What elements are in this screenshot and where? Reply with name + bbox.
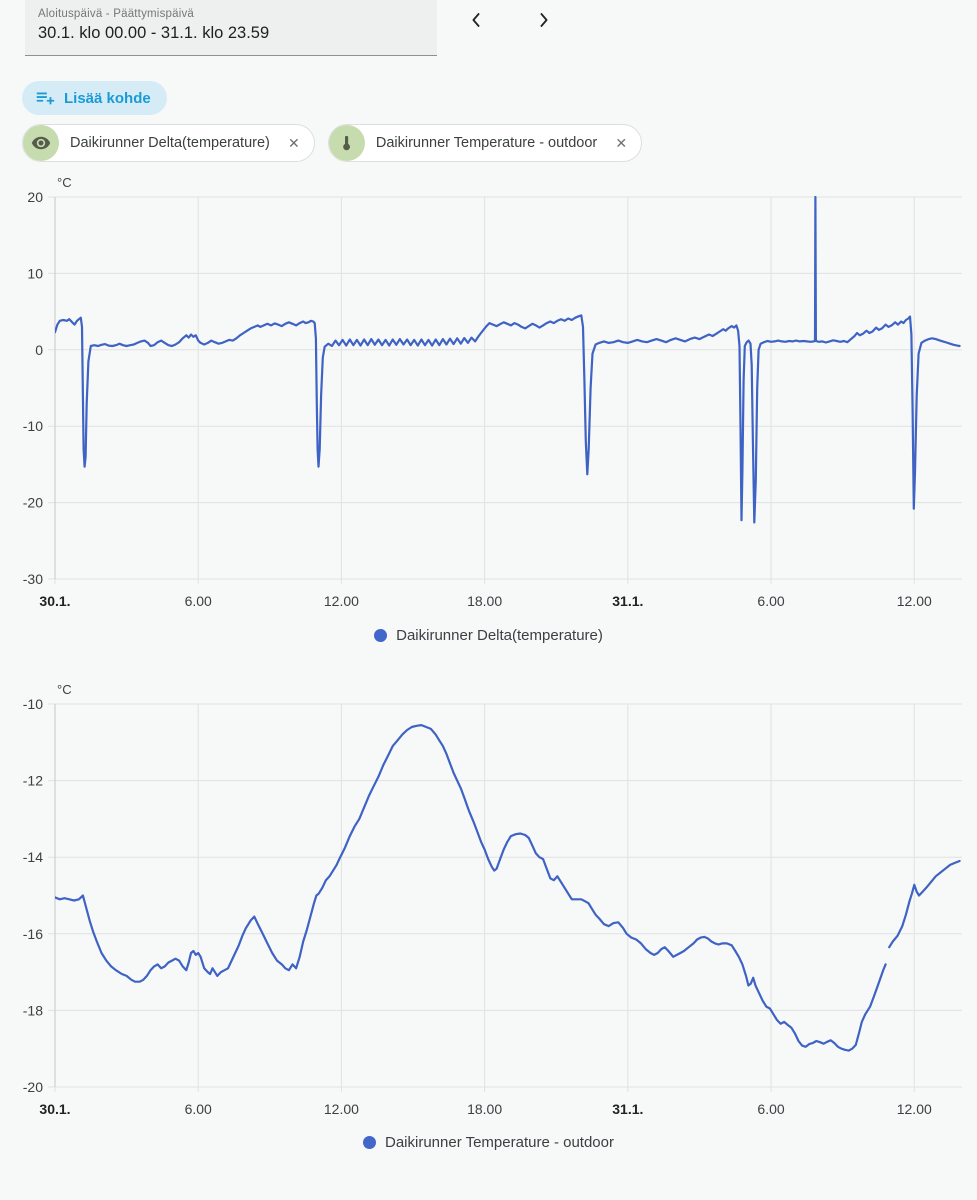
delta-temperature-chart: 20 10 0 -10 -20 -30 30.1. 6.00 12.00 18.00 31.1. 6.… [23, 175, 962, 609]
chip-label: Daikirunner Temperature - outdoor [375, 135, 598, 151]
svg-text:12.00: 12.00 [324, 593, 359, 609]
legend-label: Daikirunner Delta(temperature) [396, 626, 603, 644]
svg-text:6.00: 6.00 [757, 1101, 784, 1117]
svg-text:12.00: 12.00 [897, 593, 932, 609]
outdoor-temperature-chart-section: -10 -12 -14 -16 -18 -20 30.1. 6.00 12.00 18.00 31.… [0, 676, 977, 1153]
svg-text:-18: -18 [23, 1002, 43, 1018]
legend-label: Daikirunner Temperature - outdoor [384, 1133, 614, 1151]
header: Aloituspäivä - Päättymispäivä 30.1. klo … [0, 0, 977, 57]
next-period-button[interactable] [524, 1, 564, 41]
add-target-button[interactable]: Lisää kohde [22, 81, 167, 115]
svg-text:-16: -16 [23, 926, 43, 942]
svg-text:12.00: 12.00 [324, 1101, 359, 1117]
chip-outdoor-temperature[interactable]: Daikirunner Temperature - outdoor ✕ [327, 124, 643, 162]
add-target-label: Lisää kohde [64, 89, 151, 107]
svg-text:18.00: 18.00 [467, 1101, 502, 1117]
svg-text:-12: -12 [23, 773, 43, 789]
svg-text:-30: -30 [23, 571, 43, 587]
legend-dot [362, 1135, 376, 1149]
chip-delta-temperature[interactable]: Daikirunner Delta(temperature) ✕ [22, 124, 315, 162]
svg-text:°C: °C [57, 682, 72, 697]
thermometer-icon [328, 125, 365, 161]
svg-text:6.00: 6.00 [757, 593, 784, 609]
svg-text:12.00: 12.00 [897, 1101, 932, 1117]
date-range-field[interactable]: Aloituspäivä - Päättymispäivä 30.1. klo … [25, 0, 437, 56]
chevron-right-icon [532, 8, 556, 35]
svg-text:30.1.: 30.1. [39, 1101, 70, 1117]
svg-text:-20: -20 [23, 1079, 43, 1095]
svg-text:-10: -10 [23, 696, 43, 712]
delta-chart-legend: Daikirunner Delta(temperature) [0, 624, 977, 646]
sensor-chips: Daikirunner Delta(temperature) ✕ Daikiru… [22, 124, 977, 162]
chevron-left-icon [464, 8, 488, 35]
outdoor-temperature-chart: -10 -12 -14 -16 -18 -20 30.1. 6.00 12.00 18.00 31.… [23, 682, 962, 1117]
close-icon[interactable]: ✕ [280, 129, 308, 157]
close-icon[interactable]: ✕ [607, 129, 635, 157]
outdoor-chart-legend: Daikirunner Temperature - outdoor [0, 1131, 977, 1153]
svg-text:°C: °C [57, 175, 72, 190]
svg-text:0: 0 [35, 342, 43, 358]
chip-label: Daikirunner Delta(temperature) [70, 135, 270, 151]
date-range-label: Aloituspäivä - Päättymispäivä [38, 8, 195, 20]
svg-text:-20: -20 [23, 495, 43, 511]
svg-text:18.00: 18.00 [467, 593, 502, 609]
svg-text:31.1.: 31.1. [612, 593, 643, 609]
svg-text:31.1.: 31.1. [612, 1101, 643, 1117]
prev-period-button[interactable] [456, 1, 496, 41]
playlist-add-icon [34, 87, 56, 109]
svg-text:-14: -14 [23, 849, 43, 865]
delta-temperature-chart-section: 20 10 0 -10 -20 -30 30.1. 6.00 12.00 18.00 31.1. 6.… [0, 172, 977, 646]
date-range-value: 30.1. klo 00.00 - 31.1. klo 23.59 [38, 24, 270, 42]
svg-text:10: 10 [27, 265, 43, 281]
svg-text:30.1.: 30.1. [39, 593, 70, 609]
svg-text:6.00: 6.00 [185, 1101, 212, 1117]
legend-dot [374, 628, 388, 642]
svg-text:20: 20 [27, 189, 43, 205]
svg-text:6.00: 6.00 [185, 593, 212, 609]
svg-text:-10: -10 [23, 418, 43, 434]
eye-icon [23, 125, 59, 161]
